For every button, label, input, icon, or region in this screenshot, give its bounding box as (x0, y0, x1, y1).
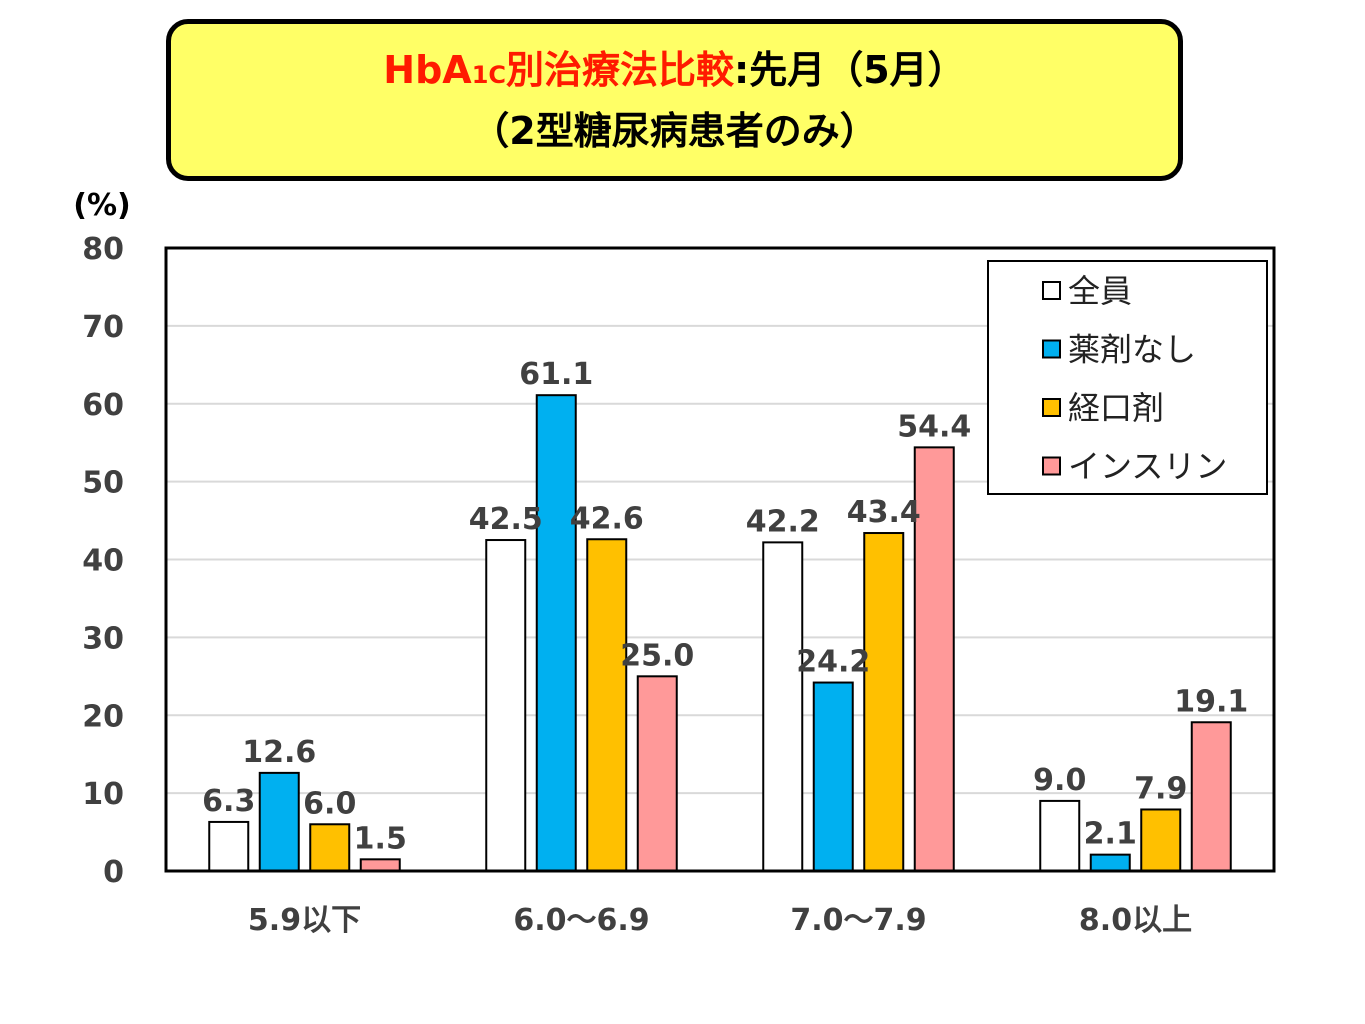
data-labels: 6.3 12.6 6.01.5 42.5 61.1 42.6 25.0 42.2 24.2 43.… (202, 357, 1248, 856)
bar (863, 532, 905, 873)
y-tick-label: 0 (103, 855, 124, 890)
y-tick-label: 80 (82, 232, 124, 267)
data-label: 42.2 (746, 504, 820, 539)
chart-title-line1: HbA1C別治療法比較:先月（5月） (383, 42, 965, 103)
bar (535, 394, 577, 872)
data-label: 42.6 (570, 501, 644, 536)
legend-box (987, 260, 1268, 495)
data-label: 43.4 (847, 495, 921, 530)
data-label: 25.0 (620, 638, 694, 673)
bar (812, 681, 854, 872)
bar (208, 820, 250, 872)
bar (762, 541, 804, 872)
x-category-label: 7.0～7.9 (790, 903, 926, 938)
x-category-label: 8.0以上 (1079, 903, 1192, 938)
bar (485, 539, 527, 872)
y-axis: 0 10 20 30 40 50 60 70 80 (82, 232, 124, 890)
bar (1140, 808, 1182, 873)
data-label: 2.1 (1084, 817, 1137, 852)
x-axis: 5.9以下 6.0～6.9 7.0～7.9 8.0以上 (166, 869, 1274, 938)
bar (309, 823, 351, 873)
y-tick-label: 40 (82, 544, 124, 579)
title-period: :先月（5月） (734, 47, 966, 92)
y-tick-label: 60 (82, 388, 124, 423)
y-tick-label: 30 (82, 621, 124, 656)
bar (586, 538, 628, 872)
bar (359, 858, 401, 872)
bar (1190, 721, 1232, 872)
y-tick-label: 10 (82, 777, 124, 812)
data-label: 19.1 (1174, 684, 1248, 719)
plot-area-frame (164, 246, 1276, 873)
legend-label: 経口剤 (1068, 389, 1164, 427)
title-red-part: HbA1C別治療法比較 (383, 48, 734, 92)
data-label: 6.0 (303, 786, 356, 821)
chart-subtitle: （2型糖尿病患者のみ） (471, 108, 878, 153)
data-label: 42.5 (469, 502, 543, 537)
y-tick-label: 70 (82, 310, 124, 345)
data-label: 9.0 (1033, 763, 1086, 798)
legend-label: 全員 (1068, 272, 1132, 310)
legend-swatch (1042, 339, 1061, 359)
title-hba: HbA (383, 47, 472, 92)
title-hba-subscript: 1C (471, 60, 507, 89)
bar (1039, 799, 1081, 872)
y-axis-unit: (%) (73, 188, 130, 223)
title-comparison: 別治療法比較 (506, 47, 735, 92)
x-category-label: 5.9以下 (248, 903, 361, 938)
data-label: 1.5 (354, 821, 407, 856)
data-label: 54.4 (897, 409, 971, 444)
chart-title-box: HbA1C別治療法比較:先月（5月） （2型糖尿病患者のみ） (166, 19, 1183, 181)
bar (636, 675, 678, 872)
y-tick-label: 20 (82, 699, 124, 734)
data-label: 7.9 (1134, 771, 1187, 806)
data-label: 24.2 (796, 645, 870, 680)
bars (208, 394, 1232, 873)
data-label: 61.1 (519, 357, 593, 392)
data-label: 6.3 (202, 784, 255, 819)
data-label: 12.6 (242, 735, 316, 770)
legend-swatch (1042, 456, 1061, 476)
legend-swatch (1042, 281, 1061, 300)
bar (913, 446, 955, 872)
legend-label: インスリン (1068, 448, 1227, 486)
bar (1089, 853, 1131, 872)
bar (258, 771, 300, 872)
legend-label: 薬剤なし (1068, 331, 1196, 369)
y-tick-label: 50 (82, 466, 124, 501)
x-category-label: 6.0～6.9 (513, 903, 649, 938)
legend-swatch (1042, 398, 1061, 417)
